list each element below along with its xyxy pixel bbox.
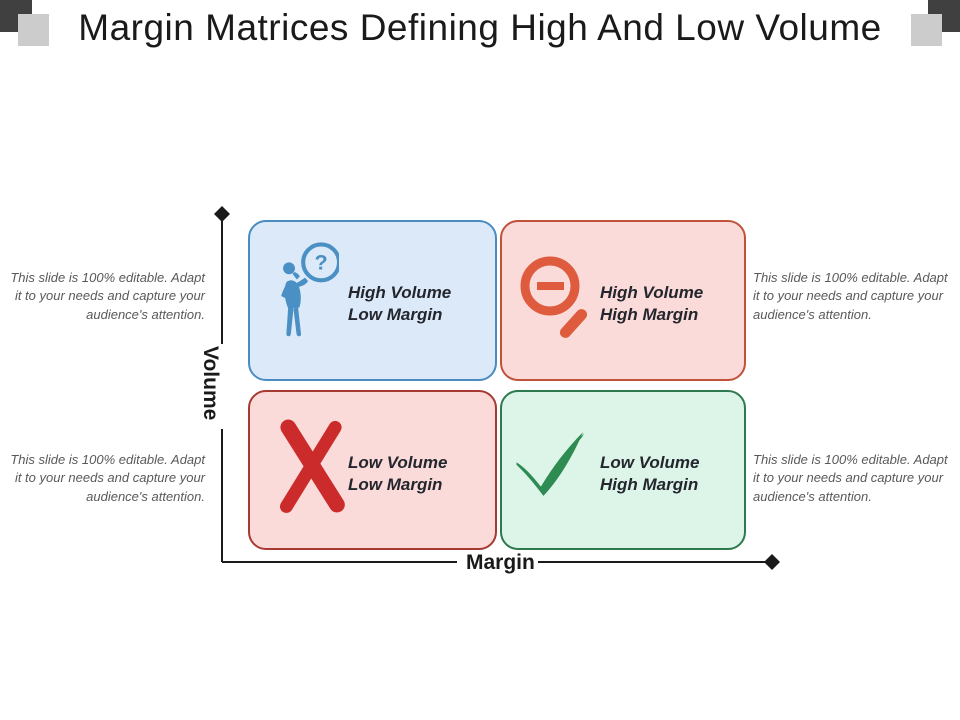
svg-text:?: ? <box>315 249 328 274</box>
